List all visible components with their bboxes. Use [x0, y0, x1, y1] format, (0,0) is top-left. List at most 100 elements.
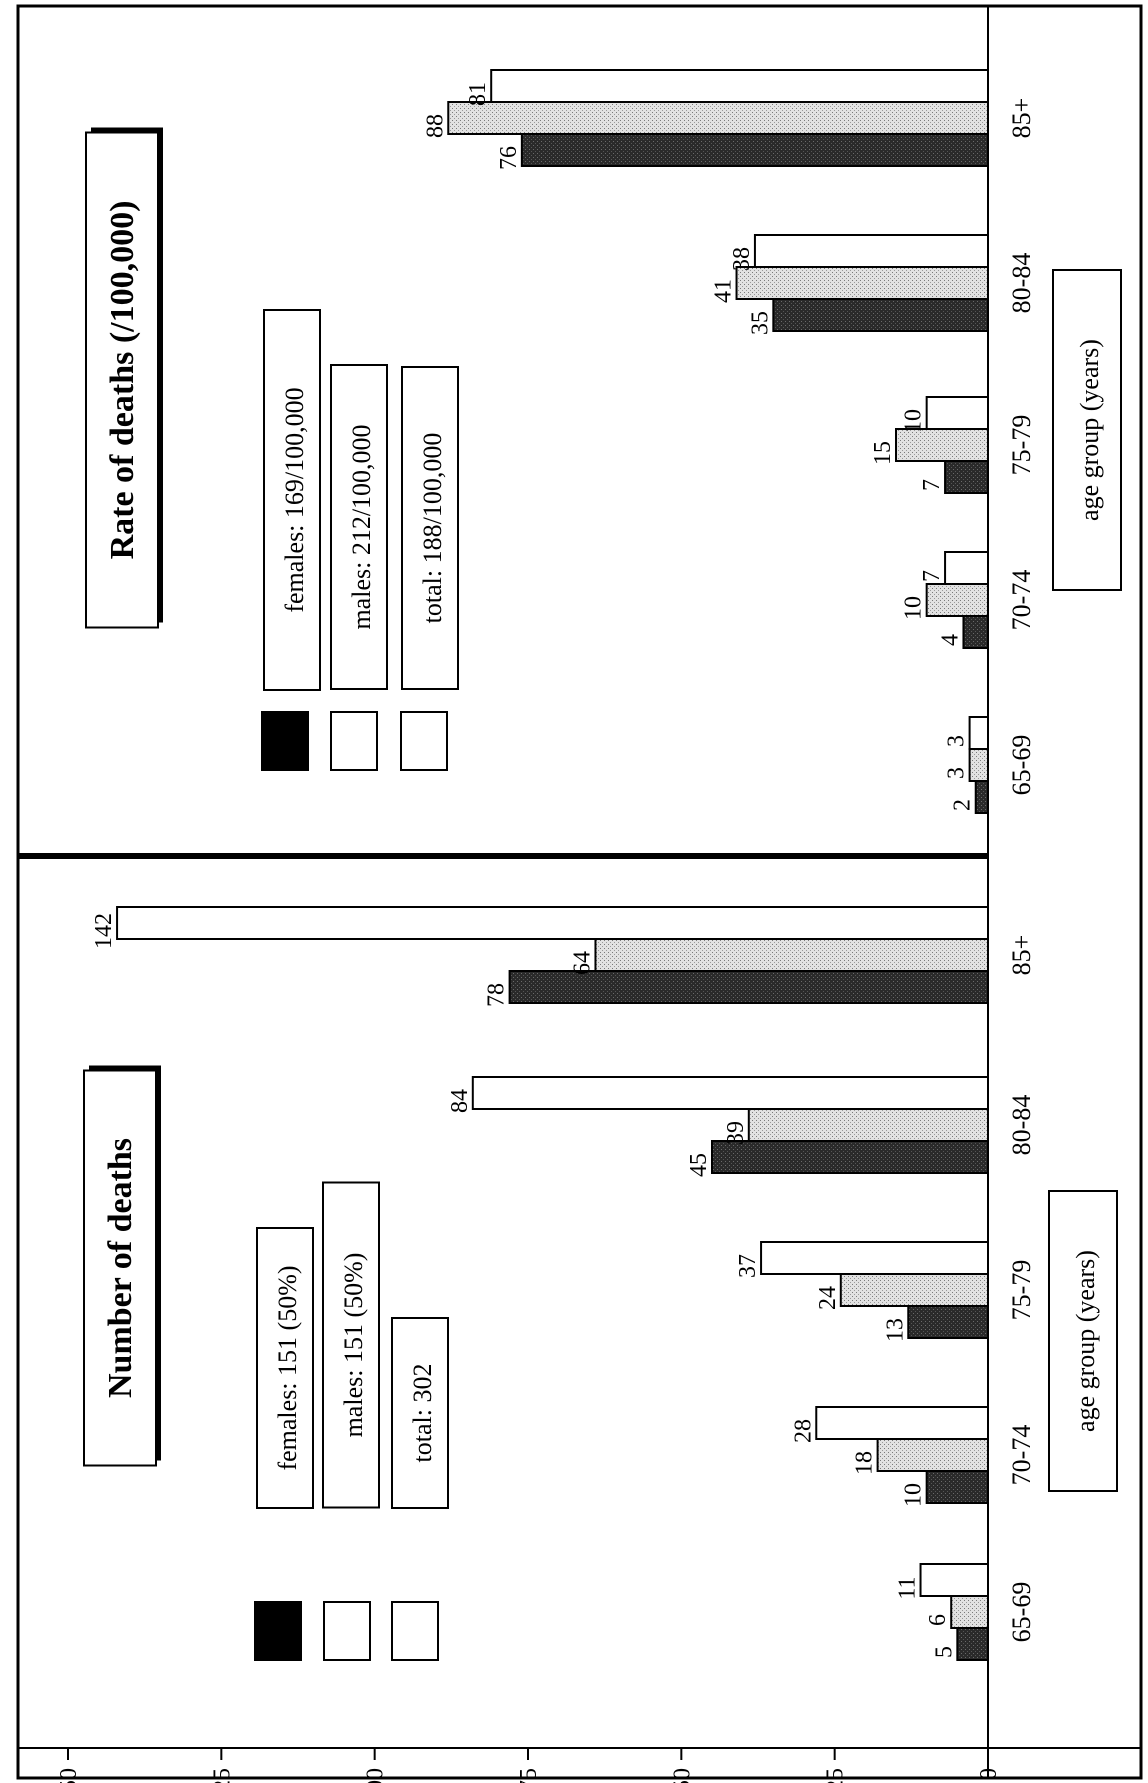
bar-value-label: 13: [882, 1318, 908, 1342]
bar-value-label: 81: [465, 82, 491, 106]
bar-males: [839, 1273, 989, 1307]
legend-swatch-females: [254, 1601, 302, 1661]
category-label: 65-69: [1007, 1582, 1036, 1643]
value-axis-tick-label: 75: [516, 1768, 542, 1783]
value-axis-tick-label: 125: [209, 1768, 235, 1783]
bar-females: [772, 298, 989, 332]
category-label: 75-79: [1007, 1260, 1036, 1321]
bar-males: [735, 266, 989, 300]
bar-value-label: 4: [937, 634, 963, 646]
legend-swatch-total: [400, 711, 448, 771]
chart-title-text: Number of deaths: [102, 1138, 139, 1398]
value-axis-tick-label: 150: [56, 1768, 82, 1783]
legend-swatch-males: [330, 711, 378, 771]
bar-females: [974, 780, 990, 814]
bar-males: [447, 101, 989, 135]
legend-entry-total-text: total: 302: [408, 1364, 437, 1463]
bar-value-label: 10: [901, 596, 927, 620]
chart-title: Number of deaths: [83, 1065, 161, 1467]
category-label: 85+: [1007, 98, 1036, 139]
bar-total: [490, 69, 989, 103]
legend-entry-males: males: 212/100,000: [330, 364, 388, 690]
bar-value-label: 5: [931, 1646, 957, 1658]
x-axis-title-text: age group (years): [1071, 1250, 1100, 1432]
legend-swatch-males: [323, 1601, 371, 1661]
bar-value-label: 45: [686, 1153, 712, 1177]
bar-males: [895, 428, 989, 462]
legend-entry-total-text: total: 188/100,000: [418, 433, 447, 624]
bar-females: [508, 970, 989, 1004]
bar-total: [760, 1241, 989, 1275]
bar-females: [711, 1140, 989, 1174]
bar-value-label: 6: [925, 1614, 951, 1626]
bar-males: [950, 1595, 990, 1629]
value-axis-tick-label: 0: [976, 1768, 1002, 1780]
legend-entry-total: total: 302: [391, 1317, 449, 1509]
legend-swatch-total: [391, 1601, 439, 1661]
bar-total: [471, 1076, 989, 1110]
bar-value-label: 76: [496, 146, 522, 170]
bar-value-label: 84: [447, 1089, 473, 1113]
x-axis-title-box: [1052, 269, 1122, 591]
bar-value-label: 18: [852, 1451, 878, 1475]
value-axis-tick-label: 100: [363, 1768, 389, 1783]
legend-entry-females-box: [256, 1227, 314, 1509]
bar-value-label: 7: [919, 479, 945, 491]
bar-females: [520, 133, 989, 167]
bar-total: [925, 396, 990, 430]
bar-total: [753, 234, 990, 268]
bar-value-label: 15: [870, 441, 896, 465]
bar-value-label: 64: [569, 951, 595, 975]
bar-total: [116, 906, 990, 940]
bar-value-label: 142: [91, 913, 117, 949]
bar-value-label: 41: [711, 279, 737, 303]
bar-females: [925, 1470, 990, 1504]
bar-total: [944, 551, 989, 585]
bar-females: [944, 460, 989, 494]
bar-males: [925, 583, 990, 617]
chart-title-text: Rate of deaths (/100,000): [104, 201, 141, 560]
legend-entry-total-box: [391, 1317, 449, 1509]
bar-value-label: 11: [895, 1576, 921, 1599]
legend-entry-total-box: [401, 366, 459, 690]
bar-females: [907, 1305, 989, 1339]
bar-value-label: 10: [901, 1483, 927, 1507]
bar-males: [747, 1108, 989, 1142]
bar-females: [956, 1627, 989, 1661]
bar-value-label: 10: [901, 409, 927, 433]
legend-entry-males-box: [330, 364, 388, 690]
bar-total: [815, 1406, 989, 1440]
category-label: 75-79: [1007, 415, 1036, 476]
legend-entry-males-text: males: 151 (50%): [339, 1253, 368, 1438]
bar-males: [876, 1438, 989, 1472]
bar-total: [968, 716, 989, 750]
bar-value-label: 7: [919, 570, 945, 582]
bar-value-label: 24: [815, 1286, 841, 1310]
x-axis-title: age group (years): [1048, 1190, 1118, 1492]
legend-entry-females: females: 169/100,000: [263, 309, 321, 691]
category-label: 70-74: [1007, 570, 1036, 631]
bar-value-label: 3: [944, 767, 970, 779]
category-label: 80-84: [1007, 253, 1036, 314]
bar-value-label: 38: [729, 247, 755, 271]
bar-males: [594, 938, 989, 972]
legend-entry-males-text: males: 212/100,000: [347, 424, 376, 629]
figure-frame: [16, 4, 1143, 1780]
legend-entry-males-box: [322, 1181, 380, 1509]
bar-value-label: 3: [944, 735, 970, 747]
value-axis-tick-label: 50: [669, 1768, 695, 1783]
chart-title-box: [85, 131, 159, 629]
legend-entry-males: males: 151 (50%): [322, 1181, 380, 1509]
bar-value-label: 37: [735, 1254, 761, 1278]
legend-entry-females-text: females: 169/100,000: [280, 387, 309, 612]
bar-females: [962, 615, 990, 649]
legend-swatch-females: [261, 711, 309, 771]
chart-title: Rate of deaths (/100,000): [85, 127, 163, 629]
value-axis-tick-label: 25: [823, 1768, 849, 1783]
x-axis-title-box: [1048, 1190, 1118, 1492]
x-axis-title-text: age group (years): [1075, 339, 1104, 521]
bar-value-label: 88: [422, 114, 448, 138]
bar-value-label: 39: [723, 1121, 749, 1145]
category-label: 70-74: [1007, 1425, 1036, 1486]
